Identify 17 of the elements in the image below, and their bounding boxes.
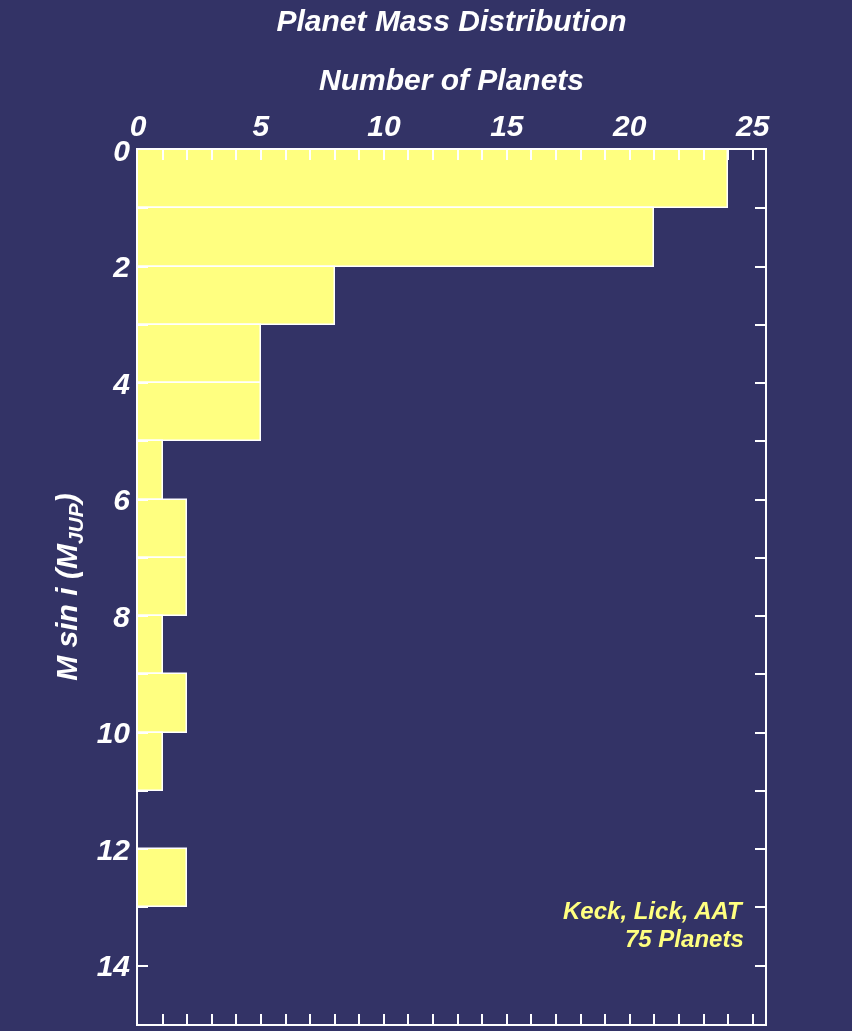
y-tick-label: 12 [96, 832, 131, 866]
x-tick-label: 25 [735, 109, 771, 142]
x-tick-label: 20 [612, 109, 647, 142]
chart-title: Planet Mass Distribution [276, 4, 627, 38]
x-tick-label: 10 [367, 109, 401, 142]
y-tick-label: 0 [113, 133, 131, 167]
x-axis-title: Number of Planets [318, 62, 585, 96]
y-tick-label: 2 [112, 250, 131, 284]
y-tick-label: 10 [96, 716, 131, 750]
y-tick-label: 4 [112, 366, 131, 400]
annotation: 75 Planets [625, 925, 744, 952]
y-tick-label: 6 [113, 483, 131, 517]
x-tick-label: 5 [252, 109, 271, 142]
y-tick-label: 14 [96, 949, 131, 983]
x-tick-label: 15 [490, 109, 525, 142]
y-tick-label: 8 [113, 599, 131, 633]
annotation: Keck, Lick, AAT [563, 897, 745, 924]
